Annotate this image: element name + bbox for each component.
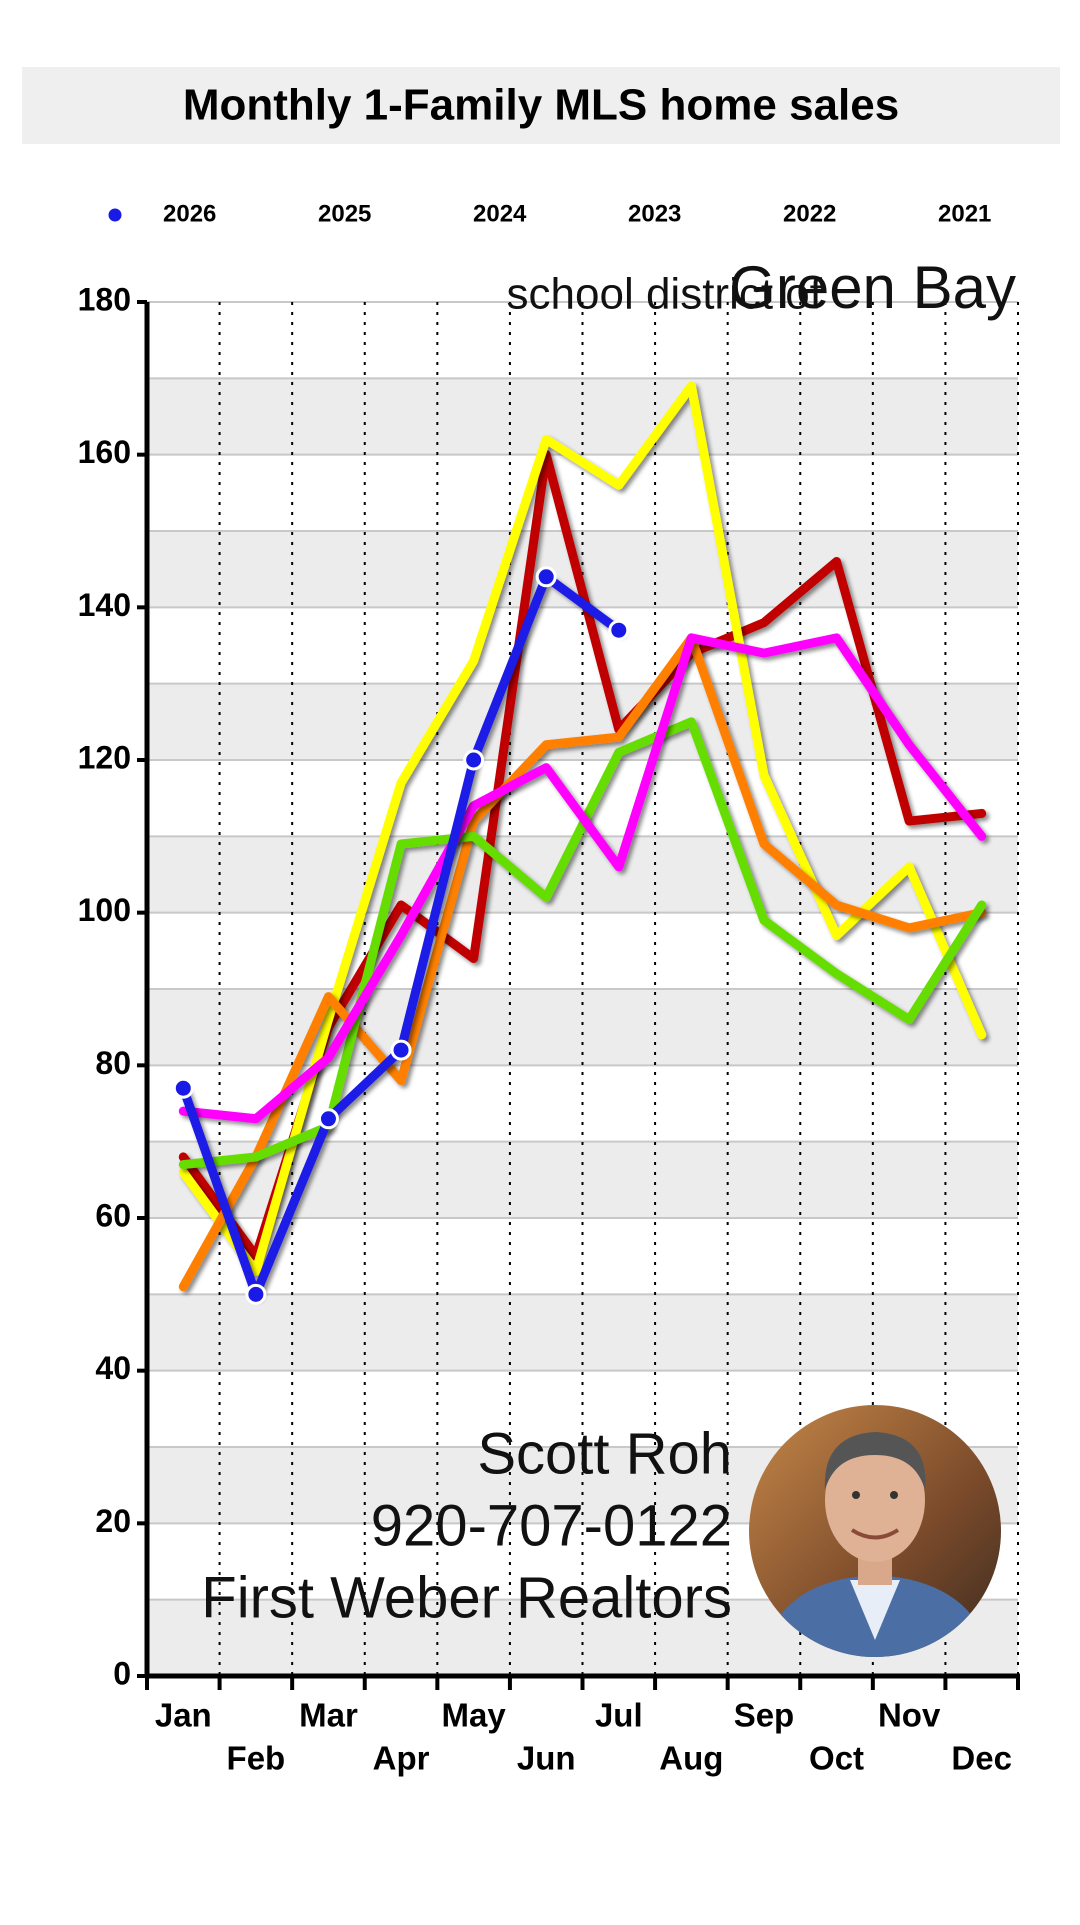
agent-phone: 920-707-0122 <box>371 1493 732 1558</box>
x-tick-label: Dec <box>951 1740 1012 1777</box>
legend-label: 2023 <box>628 200 681 227</box>
series-line <box>178 633 987 1124</box>
series-line <box>178 633 987 1292</box>
y-tick-label: 0 <box>113 1655 131 1691</box>
y-tick-label: 120 <box>78 739 131 775</box>
x-tick-label: Aug <box>659 1740 723 1777</box>
y-tick-label: 140 <box>78 587 131 623</box>
subtitle-place: Green Bay <box>729 254 1016 321</box>
data-point <box>317 1108 339 1130</box>
y-tick-label: 180 <box>78 281 131 317</box>
legend-label: 2025 <box>318 200 371 227</box>
y-tick-label: 100 <box>78 892 131 928</box>
data-point <box>463 749 485 771</box>
x-tick-label: Jan <box>155 1697 212 1734</box>
x-tick-label: Jul <box>595 1697 643 1734</box>
grid-band <box>147 378 1018 455</box>
x-tick-label: Mar <box>299 1697 358 1734</box>
legend-label: 2024 <box>473 200 527 227</box>
chart-title: Monthly 1-Family MLS home sales <box>183 81 899 130</box>
y-tick-label: 60 <box>95 1197 131 1233</box>
x-tick-label: Jun <box>517 1740 576 1777</box>
y-tick-label: 20 <box>95 1503 131 1539</box>
x-tick-label: Oct <box>809 1740 864 1777</box>
legend-label: 2026 <box>163 200 216 227</box>
legend-marker <box>105 205 125 225</box>
x-tick-label: May <box>442 1697 507 1734</box>
data-point <box>535 566 557 588</box>
y-tick-label: 80 <box>95 1045 131 1081</box>
x-tick-label: Apr <box>373 1740 430 1777</box>
data-point <box>608 619 630 641</box>
series-line <box>178 717 987 1170</box>
x-tick-label: Feb <box>227 1740 286 1777</box>
legend-label: 2021 <box>938 200 991 227</box>
legend-label: 2022 <box>783 200 836 227</box>
subtitle: school district of <box>507 270 823 319</box>
x-tick-label: Sep <box>734 1697 795 1734</box>
x-tick-label: Nov <box>878 1697 941 1734</box>
agent-company: First Weber Realtors <box>201 1565 732 1630</box>
title-band <box>22 67 1060 144</box>
y-tick-label: 40 <box>95 1350 131 1386</box>
y-tick-label: 160 <box>78 434 131 470</box>
data-point <box>172 1077 194 1099</box>
series-line <box>178 381 987 1276</box>
data-point <box>245 1283 267 1305</box>
agent-name: Scott Roh <box>477 1421 732 1486</box>
data-point <box>390 1039 412 1061</box>
